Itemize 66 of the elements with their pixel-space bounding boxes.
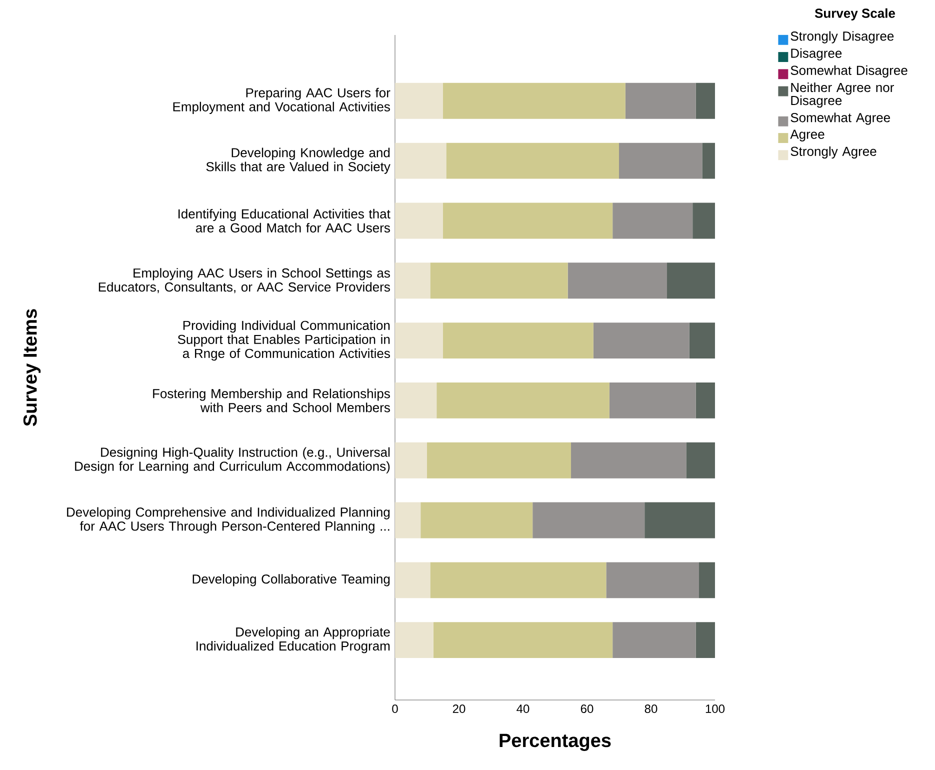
bar <box>702 142 715 179</box>
bar <box>443 202 613 239</box>
legend-label: Somewhat Disagree <box>790 65 908 78</box>
bar <box>395 562 430 598</box>
legend-title: Survey Scale <box>814 8 896 20</box>
bar <box>686 442 715 478</box>
y-tick-label: Developing an Appropriate Individualized Education Program <box>196 627 390 654</box>
x-tick-label: 20 <box>452 704 466 714</box>
bar <box>395 262 430 299</box>
legend-label: Agree <box>790 130 824 142</box>
y-tick-label: Designing High-Quality Instruction (e.g., Universal Design for Learning and Curriculum Accommodations) <box>75 447 390 474</box>
bar <box>433 622 613 658</box>
bar <box>609 382 696 418</box>
bar <box>443 322 594 359</box>
bar <box>395 442 427 478</box>
bar <box>395 502 421 538</box>
bar <box>570 442 686 478</box>
y-tick-label: Employing AAC Users in School Settings as Educators, Consultants, or AAC Service Providers <box>98 268 390 294</box>
legend-label: Disagree <box>791 48 842 60</box>
bar <box>667 262 715 299</box>
bar <box>436 382 610 418</box>
y-axis-title: Survey Items <box>23 309 41 426</box>
x-tick-label: 40 <box>516 704 530 714</box>
bar <box>395 382 437 418</box>
bar <box>696 622 715 658</box>
bar <box>612 622 696 658</box>
x-tick-label: 60 <box>580 704 594 714</box>
y-tick-label: Providing Individual Communication Support that Enables Participation in a Rnge of Communication Activities <box>178 320 390 361</box>
x-tick-label: 100 <box>706 704 725 714</box>
bar <box>395 142 446 179</box>
y-tick-label: Fostering Membership and Relationships with Peers and School Members <box>153 388 390 412</box>
bar <box>446 142 619 179</box>
bar <box>427 442 571 478</box>
bar <box>430 562 606 598</box>
x-tick-label: 0 <box>392 704 398 714</box>
bar <box>395 622 434 658</box>
legend-label: Neither Agree nor Disagree <box>791 82 894 108</box>
bar <box>619 142 702 179</box>
bar <box>696 382 715 418</box>
bar <box>698 562 715 598</box>
legend-label: Strongly Agree <box>790 146 876 159</box>
bar <box>395 82 443 119</box>
bar <box>644 502 715 538</box>
y-tick-label: Identifying Educational Activities that are a Good Match for AAC Users <box>178 208 390 232</box>
y-tick-label: Developing Comprehensive and Individualized Planning for AAC Users Through Person-Centered Planning ... <box>67 507 390 534</box>
bar <box>568 262 667 299</box>
bar <box>395 322 443 359</box>
legend-label: Somewhat Agree <box>790 112 890 125</box>
bar <box>689 322 715 359</box>
y-tick-label: Preparing AAC Users for Employment and Vocational Activities <box>173 88 390 114</box>
bar <box>532 502 645 538</box>
bar <box>696 82 715 119</box>
bar <box>430 262 568 299</box>
bar <box>395 202 443 239</box>
bar <box>612 202 693 239</box>
y-tick-label: Developing Collaborative Teaming <box>192 574 390 586</box>
bar <box>420 502 533 538</box>
bar <box>443 82 626 119</box>
y-tick-label: Developing Knowledge and Skills that are Valued in Society <box>206 148 390 174</box>
bar <box>692 202 715 239</box>
bar <box>625 82 696 119</box>
legend-label: Strongly Disagree <box>790 31 894 44</box>
x-axis-title: Percentages <box>500 734 611 751</box>
bar <box>593 322 690 359</box>
bar <box>606 562 699 598</box>
x-tick-label: 80 <box>644 704 658 714</box>
